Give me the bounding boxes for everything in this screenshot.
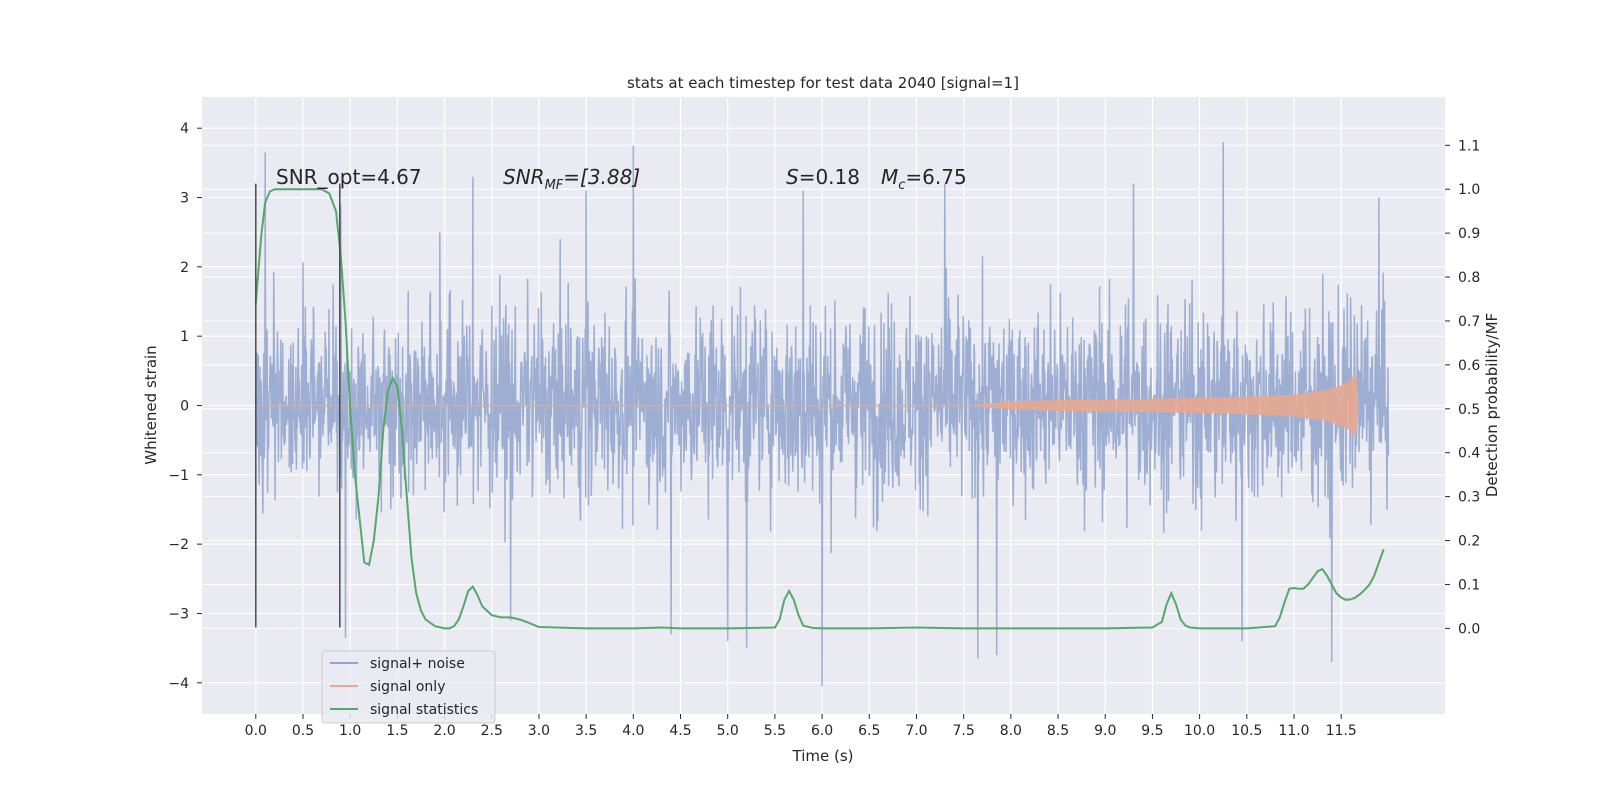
y-left-tick-label: −3 [168,606,189,622]
mc-sub: c [898,178,905,193]
x-tick-label: 3.5 [575,723,597,739]
y-right-tick-label: 0.9 [1458,226,1480,242]
y-left-tick-label: 4 [180,121,189,137]
chart-title: stats at each timestep for test data 204… [627,74,1019,92]
y-right-tick-label: 0.6 [1458,358,1480,374]
x-tick-label: 4.5 [669,723,691,739]
x-tick-label: 3.0 [528,723,550,739]
y-left-tick-label: 1 [180,329,189,345]
snr-mf-value: =[3.88] [563,165,640,189]
x-tick-label: 9.5 [1141,723,1163,739]
x-tick-label: 10.5 [1231,723,1262,739]
series-signal-only-envelope [973,372,1359,439]
x-tick-label: 1.0 [339,723,361,739]
x-tick-label: 2.5 [481,723,503,739]
x-tick-label: 6.0 [811,723,833,739]
x-tick-label: 0.0 [245,723,267,739]
legend: signal+ noise signal only signal statist… [321,650,496,724]
legend-label-signal-noise: signal+ noise [370,656,465,672]
x-tick-label: 6.5 [858,723,880,739]
y-left-tick-label: 3 [180,191,189,207]
x-tick-label: 8.5 [1047,723,1069,739]
snr-mf-sub: MF [545,178,564,193]
series-signal-noise-line [255,142,1390,687]
legend-box [321,650,496,724]
x-tick-label: 5.0 [717,723,739,739]
y-left-tick-label: 0 [180,399,189,415]
y-right-tick-label: 0.8 [1458,270,1480,286]
y-right-tick-label: 0.5 [1458,402,1480,418]
y-right-tick-label: 0.3 [1458,490,1480,506]
x-tick-label: 9.0 [1094,723,1116,739]
legend-label-signal-statistics: signal statistics [370,702,478,718]
x-tick-label: 7.0 [905,723,927,739]
x-tick-label: 7.5 [953,723,975,739]
mc-annotation: Mc=6.75 [881,165,967,193]
x-tick-label: 1.5 [386,723,408,739]
x-tick-label: 2.0 [433,723,455,739]
y-right-tick-label: 0.0 [1458,621,1480,637]
y-right-tick-label: 1.1 [1458,138,1480,154]
s-value: =0.18 [799,165,860,189]
y-axis-right-label: Detection probability/MF [1483,313,1501,497]
vertical-markers [255,183,341,628]
mc-value: =6.75 [905,165,966,189]
x-tick-label: 0.5 [292,723,314,739]
y-axis-left-label: Whitened strain [142,345,160,464]
snr-mf-main: SNR [503,165,545,189]
ticks: 0.0 0.5 1.0 1.5 2.0 2.5 3.0 3.5 4.0 4.5 5.0 5.5 6.0 6… [168,121,1480,739]
x-tick-label: 11.0 [1278,723,1309,739]
x-tick-label: 5.5 [764,723,786,739]
series-signal-statistics-line [254,188,1385,630]
y-left-tick-label: −1 [168,468,189,484]
series-layer [254,142,1390,687]
x-tick-label: 10.0 [1184,723,1215,739]
y-right-tick-label: 0.2 [1458,534,1480,550]
y-left-tick-label: −4 [168,676,189,692]
snr-opt-annotation: SNR_opt=4.67 [276,165,422,189]
mc-main: M [881,165,898,189]
x-tick-label: 8.0 [1000,723,1022,739]
legend-label-signal-only: signal only [370,679,445,695]
x-tick-label: 11.5 [1326,723,1357,739]
y-left-tick-label: −2 [168,537,189,553]
x-tick-label: 4.0 [622,723,644,739]
s-main: S [786,165,799,189]
s-annotation: S=0.18 [786,165,860,189]
y-left-tick-label: 2 [180,260,189,276]
x-axis-label: Time (s) [792,747,854,765]
y-right-tick-label: 1.0 [1458,182,1480,198]
annotations: SNR_opt=4.67 SNRMF=[3.88] S=0.18 Mc=6.75 [276,165,967,193]
y-right-tick-label: 0.4 [1458,446,1480,462]
y-right-tick-label: 0.7 [1458,314,1480,330]
snr-mf-annotation: SNRMF=[3.88] [503,165,640,193]
y-right-tick-label: 0.1 [1458,577,1480,593]
